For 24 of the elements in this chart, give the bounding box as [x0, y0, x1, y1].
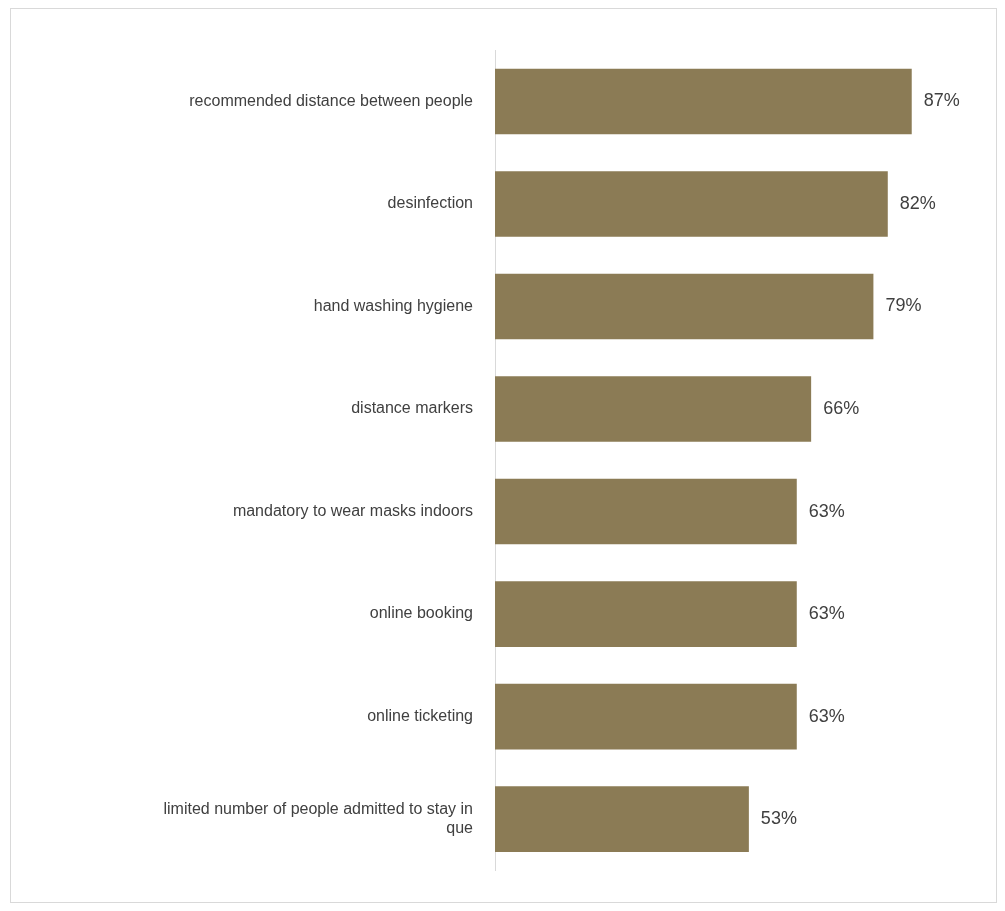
data-label: 63% [808, 603, 845, 624]
data-label: 66% [823, 398, 860, 419]
data-label: 82% [899, 192, 936, 213]
y-tick-label: desinfection [387, 194, 473, 212]
y-tick-label: recommended distance between people [189, 91, 474, 109]
y-tick-label: online ticketing [367, 707, 473, 725]
data-label: 79% [885, 295, 922, 316]
bar [495, 581, 797, 647]
bar [495, 171, 888, 237]
y-tick-label: distance markers [351, 399, 473, 417]
bar [495, 786, 749, 852]
y-tick-label: hand washing hygiene [313, 296, 474, 314]
bar [495, 478, 797, 545]
data-label: 63% [808, 705, 845, 726]
data-label: 87% [923, 90, 960, 111]
bar [495, 273, 874, 340]
data-label: 53% [760, 808, 797, 829]
bar [495, 683, 797, 750]
y-tick-label: online booking [369, 604, 473, 622]
y-tick-label: limited number of people admitted to stay in que [163, 799, 474, 837]
bar [495, 376, 812, 442]
data-label: 63% [808, 500, 845, 521]
bar [495, 68, 912, 135]
y-tick-label: mandatory to wear masks indoors [232, 501, 473, 519]
